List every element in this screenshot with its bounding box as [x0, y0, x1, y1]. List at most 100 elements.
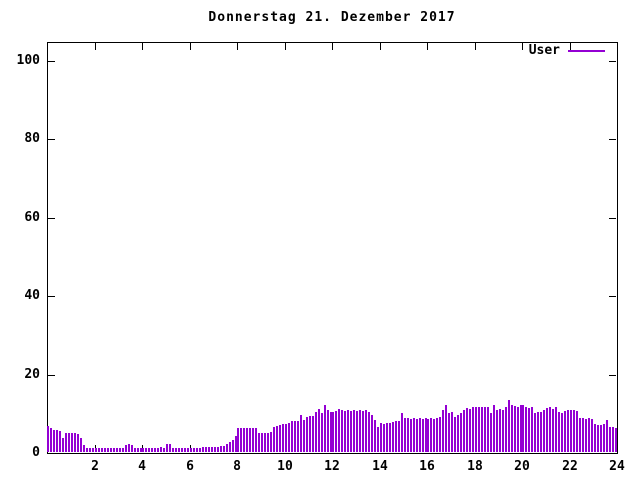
- x-tick-label: 14: [372, 459, 388, 474]
- bar: [324, 405, 326, 452]
- bar: [534, 413, 536, 452]
- bar: [47, 426, 49, 452]
- bar: [573, 410, 575, 452]
- bar: [169, 444, 171, 452]
- bar: [190, 448, 192, 452]
- bar: [208, 447, 210, 452]
- bar: [53, 430, 55, 452]
- bar: [315, 412, 317, 452]
- bar: [50, 428, 52, 452]
- bar: [98, 448, 100, 452]
- bar: [549, 407, 551, 452]
- bar: [240, 428, 242, 452]
- bar: [294, 421, 296, 452]
- bar: [484, 407, 486, 452]
- bar: [232, 440, 234, 452]
- bar: [395, 421, 397, 452]
- bar: [416, 419, 418, 452]
- y-tick-right: [609, 296, 616, 297]
- bar: [350, 411, 352, 452]
- bar: [398, 421, 400, 452]
- bar: [220, 446, 222, 452]
- bar: [199, 448, 201, 452]
- y-tick-right: [609, 453, 616, 454]
- bar: [520, 405, 522, 452]
- bar: [223, 446, 225, 452]
- y-tick-left: [48, 453, 55, 454]
- bar: [131, 445, 133, 452]
- bar: [178, 448, 180, 452]
- y-tick-right: [609, 61, 616, 62]
- y-tick-right: [609, 139, 616, 140]
- bar: [359, 410, 361, 452]
- legend: User: [529, 43, 605, 58]
- bar: [427, 419, 429, 452]
- bar: [615, 428, 617, 452]
- bar: [603, 424, 605, 452]
- bar: [487, 407, 489, 452]
- bar: [110, 448, 112, 452]
- bar: [564, 411, 566, 452]
- bar: [306, 417, 308, 452]
- bar: [74, 433, 76, 452]
- y-tick-left: [48, 218, 55, 219]
- bar: [249, 428, 251, 452]
- bar: [276, 426, 278, 452]
- bar: [356, 411, 358, 452]
- bar: [442, 410, 444, 452]
- bar: [229, 442, 231, 452]
- x-tick-label: 10: [277, 459, 293, 474]
- bar: [582, 418, 584, 452]
- bar: [380, 423, 382, 452]
- bar: [62, 438, 64, 452]
- x-tick-top: [332, 43, 333, 50]
- bar: [490, 413, 492, 452]
- bar: [425, 418, 427, 452]
- bar: [166, 444, 168, 452]
- bar: [184, 448, 186, 452]
- bar: [237, 428, 239, 452]
- bar: [151, 448, 153, 452]
- bar: [389, 423, 391, 452]
- x-tick-top: [237, 43, 238, 50]
- bar: [347, 410, 349, 452]
- x-tick-label: 4: [138, 459, 146, 474]
- bar: [140, 448, 142, 452]
- y-tick-right: [609, 218, 616, 219]
- bar: [246, 428, 248, 452]
- bar: [609, 427, 611, 452]
- bar: [555, 407, 557, 452]
- bar: [448, 413, 450, 452]
- bar: [56, 430, 58, 452]
- x-tick-top: [475, 43, 476, 50]
- bar: [264, 433, 266, 452]
- bar: [502, 410, 504, 452]
- bar: [282, 424, 284, 452]
- bar: [612, 427, 614, 452]
- bar: [318, 409, 320, 452]
- bar: [327, 410, 329, 452]
- y-tick-label: 80: [24, 131, 40, 146]
- y-tick-label: 100: [16, 53, 40, 68]
- bar: [371, 415, 373, 452]
- bar: [392, 422, 394, 452]
- bar: [344, 411, 346, 452]
- y-tick-label: 20: [24, 367, 40, 382]
- bar: [86, 448, 88, 452]
- bar: [154, 448, 156, 452]
- bar: [469, 409, 471, 452]
- bar: [561, 413, 563, 452]
- bar: [291, 421, 293, 452]
- bar: [472, 407, 474, 452]
- bar: [496, 410, 498, 452]
- bar: [202, 447, 204, 452]
- y-tick-label: 0: [32, 445, 40, 460]
- x-tick-top: [95, 43, 96, 50]
- bar: [332, 412, 334, 452]
- bar: [157, 448, 159, 452]
- bar: [77, 434, 79, 452]
- bar: [285, 424, 287, 452]
- bar: [68, 433, 70, 452]
- y-tick-left: [48, 61, 55, 62]
- x-tick-top: [617, 43, 618, 50]
